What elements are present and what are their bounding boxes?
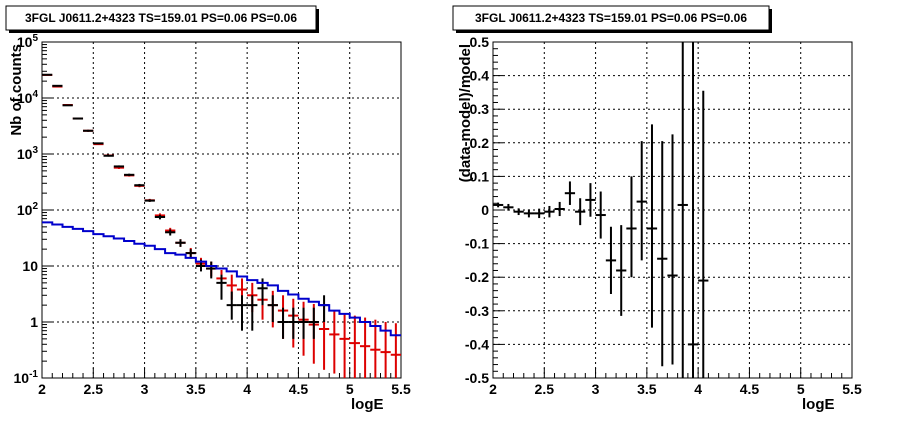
background-step-line <box>42 221 401 337</box>
x-tick-label: 4.5 <box>289 381 309 397</box>
y-tick-label: 105 <box>17 33 39 50</box>
x-tick-label: 3 <box>141 381 149 397</box>
x-tick-label: 4.5 <box>740 381 760 397</box>
plot-frame <box>41 41 402 379</box>
x-tick-label: 5.5 <box>391 381 411 397</box>
y-tick-label: 10 <box>22 258 38 274</box>
y-tick-label: 0.2 <box>470 135 490 151</box>
x-tick-label: 2 <box>489 381 497 397</box>
y-tick-label: 0.3 <box>470 101 490 117</box>
y-tick-label: 0 <box>481 202 489 218</box>
y-tick-label: -0.1 <box>465 236 489 252</box>
x-tick-label: 2.5 <box>84 381 104 397</box>
x-tick-label: 2 <box>38 381 46 397</box>
x-tick-label: 3.5 <box>186 381 206 397</box>
x-tick-label: 5 <box>346 381 354 397</box>
y-tick-label: -0.4 <box>465 336 489 352</box>
y-axis-label: (data-model)/model <box>457 44 474 182</box>
x-tick-label: 5 <box>797 381 805 397</box>
x-tick-label: 4 <box>243 381 251 397</box>
y-tick-label: 1 <box>30 314 38 330</box>
y-tick-label: 0.4 <box>470 68 490 84</box>
x-tick-label: 5.5 <box>842 381 862 397</box>
x-tick-label: 3 <box>592 381 600 397</box>
y-tick-label: 0.5 <box>470 34 490 50</box>
x-tick-label: 3.5 <box>637 381 657 397</box>
y-tick-label: 10-1 <box>14 369 39 386</box>
y-tick-label: -0.3 <box>465 303 489 319</box>
title-box <box>5 5 317 31</box>
x-axis-label: logE <box>802 396 835 413</box>
title-box <box>452 5 770 31</box>
counts-panel: 3FGL J0611.2+4323 TS=159.01 PS=0.06 PS=0… <box>5 5 411 413</box>
y-tick-label: 104 <box>17 89 39 106</box>
y-tick-label: 0.1 <box>470 168 490 184</box>
chart-title: 3FGL J0611.2+4323 TS=159.01 PS=0.06 PS=0… <box>475 11 747 25</box>
x-tick-label: 2.5 <box>535 381 555 397</box>
residuals-panel: 3FGL J0611.2+4323 TS=159.01 PS=0.06 PS=0… <box>452 5 862 413</box>
chart-title: 3FGL J0611.2+4323 TS=159.01 PS=0.06 PS=0… <box>25 11 297 25</box>
x-axis-label: logE <box>351 396 384 413</box>
y-tick-label: -0.2 <box>465 269 489 285</box>
x-tick-label: 4 <box>694 381 702 397</box>
y-tick-label: 102 <box>17 201 39 218</box>
y-tick-label: 103 <box>17 145 39 162</box>
y-axis-label: Nb of counts <box>8 44 25 136</box>
y-tick-label: -0.5 <box>465 370 489 386</box>
